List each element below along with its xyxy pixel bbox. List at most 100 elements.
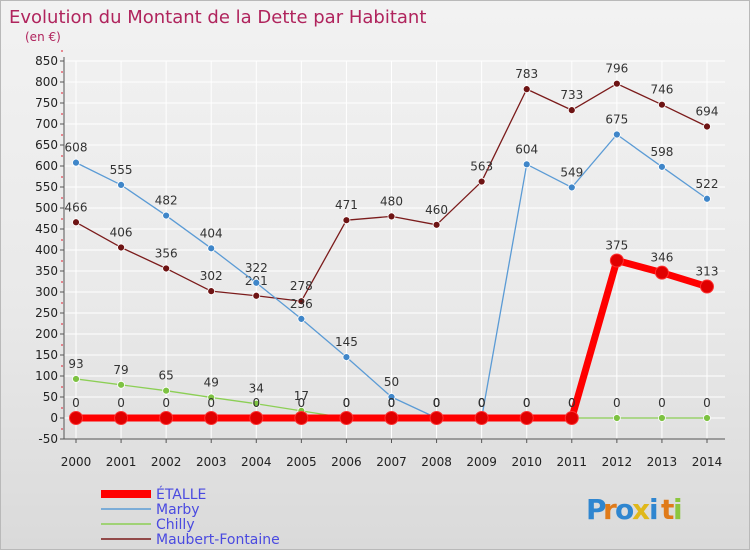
data-label: 322: [245, 261, 268, 275]
data-label: 0: [207, 396, 215, 410]
data-point: [567, 183, 576, 192]
data-point: [207, 287, 216, 296]
data-label: 675: [605, 113, 628, 127]
data-label: 0: [478, 396, 486, 410]
x-tick-label: 2000: [61, 455, 92, 469]
data-label: 236: [290, 297, 313, 311]
data-point: [252, 278, 261, 287]
data-label: 0: [433, 396, 441, 410]
data-label: 746: [650, 83, 673, 97]
data-point: [477, 177, 486, 186]
data-label: 0: [613, 396, 621, 410]
data-label: 0: [478, 396, 486, 410]
data-label: 79: [113, 363, 128, 377]
x-tick-label: 2014: [692, 455, 723, 469]
data-point: [117, 380, 125, 389]
logo-letter: x: [632, 493, 650, 526]
legend-label: ÉTALLE: [156, 486, 206, 503]
x-tick-label: 2011: [557, 455, 588, 469]
data-point: [204, 411, 219, 425]
data-point: [72, 375, 80, 383]
series--talle: 0 0 0 0 0 0 0 0 0 0 0 0 375 346 313: [69, 239, 719, 425]
y-tick-label: 600: [35, 159, 58, 173]
data-label: 482: [155, 194, 178, 208]
data-point: [519, 411, 534, 425]
data-label: 0: [433, 396, 441, 410]
x-tick-label: 2013: [647, 455, 678, 469]
y-tick-label: 800: [35, 75, 58, 89]
data-label: 406: [110, 225, 133, 239]
data-label: 313: [696, 265, 719, 279]
data-label: 471: [335, 198, 358, 212]
data-label: 0: [252, 396, 260, 410]
y-tick-label: -50: [38, 432, 58, 446]
data-label: 0: [117, 396, 125, 410]
data-point: [162, 264, 171, 273]
data-label: 302: [200, 269, 223, 283]
data-point: [252, 291, 261, 300]
data-label: 0: [478, 396, 486, 410]
data-point: [162, 211, 171, 220]
data-point: [612, 130, 621, 139]
data-label: 0: [433, 396, 441, 410]
data-label: 0: [72, 396, 80, 410]
data-label: 65: [159, 369, 174, 383]
x-tick-label: 2007: [376, 455, 407, 469]
data-point: [387, 393, 396, 401]
data-point: [658, 414, 666, 422]
y-tick-label: 650: [35, 138, 58, 152]
data-label: 50: [384, 375, 399, 389]
series-group: 4664063563022912784714804605637837337967…: [65, 62, 719, 425]
data-label: 404: [200, 226, 223, 240]
data-point: [384, 411, 399, 425]
data-point: [339, 411, 354, 425]
y-tick-label: 350: [35, 264, 58, 278]
data-label: 604: [515, 142, 538, 156]
data-label: 733: [560, 88, 583, 102]
data-label: 356: [155, 246, 178, 260]
data-point: [159, 411, 174, 425]
data-point: [342, 353, 351, 362]
y-tick-label: 400: [35, 243, 58, 257]
data-point: [342, 216, 351, 225]
data-label: 0: [162, 396, 170, 410]
data-point: [658, 100, 666, 109]
data-point: [700, 279, 714, 294]
data-point: [72, 158, 80, 167]
data-label: 796: [605, 62, 628, 76]
data-point: [609, 253, 624, 268]
data-point: [387, 212, 396, 221]
legend-label: Chilly: [156, 517, 195, 533]
data-point: [162, 386, 171, 395]
data-point: [612, 414, 621, 422]
data-label: 598: [650, 145, 673, 159]
x-tick-label: 2006: [331, 455, 362, 469]
x-tick-label: 2001: [106, 455, 137, 469]
data-label: 34: [249, 382, 264, 396]
data-label: 563: [470, 160, 493, 174]
data-point: [654, 265, 669, 280]
data-point: [114, 411, 129, 425]
data-label: 0: [388, 396, 396, 410]
data-point: [703, 414, 711, 422]
data-label: 0: [703, 396, 711, 410]
data-point: [567, 106, 576, 115]
data-label: 0: [568, 396, 576, 410]
x-tick-label: 2010: [511, 455, 542, 469]
data-point: [297, 297, 306, 306]
x-tick-label: 2008: [421, 455, 452, 469]
data-label: 375: [605, 239, 628, 253]
data-label: 0: [298, 396, 306, 410]
logo-letter: i: [673, 493, 683, 526]
data-label: 49: [204, 375, 219, 389]
data-label: 0: [343, 396, 351, 410]
x-tick-label: 2005: [286, 455, 317, 469]
data-point: [72, 218, 80, 227]
data-point: [69, 411, 83, 425]
data-point: [117, 180, 125, 189]
data-label: 549: [560, 165, 583, 179]
data-point: [207, 393, 216, 402]
